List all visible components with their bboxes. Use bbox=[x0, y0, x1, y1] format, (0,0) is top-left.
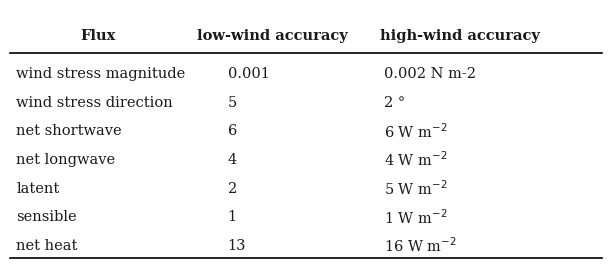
Text: 5 W m$^{-2}$: 5 W m$^{-2}$ bbox=[384, 179, 448, 198]
Text: 2 °: 2 ° bbox=[384, 96, 406, 110]
Text: 6: 6 bbox=[228, 124, 237, 138]
Text: sensible: sensible bbox=[17, 210, 77, 224]
Text: Flux: Flux bbox=[80, 29, 116, 43]
Text: high-wind accuracy: high-wind accuracy bbox=[380, 29, 540, 43]
Text: net shortwave: net shortwave bbox=[17, 124, 122, 138]
Text: 13: 13 bbox=[228, 239, 246, 253]
Text: 4 W m$^{-2}$: 4 W m$^{-2}$ bbox=[384, 151, 448, 170]
Text: 16 W m$^{-2}$: 16 W m$^{-2}$ bbox=[384, 236, 457, 255]
Text: wind stress direction: wind stress direction bbox=[17, 96, 173, 110]
Text: net longwave: net longwave bbox=[17, 153, 116, 167]
Text: 0.002 N m-2: 0.002 N m-2 bbox=[384, 67, 477, 81]
Text: latent: latent bbox=[17, 182, 59, 196]
Text: 4: 4 bbox=[228, 153, 237, 167]
Text: 1 W m$^{-2}$: 1 W m$^{-2}$ bbox=[384, 208, 448, 227]
Text: 6 W m$^{-2}$: 6 W m$^{-2}$ bbox=[384, 122, 448, 141]
Text: 0.001: 0.001 bbox=[228, 67, 269, 81]
Text: 2: 2 bbox=[228, 182, 237, 196]
Text: net heat: net heat bbox=[17, 239, 78, 253]
Text: 5: 5 bbox=[228, 96, 237, 110]
Text: low-wind accuracy: low-wind accuracy bbox=[198, 29, 348, 43]
Text: wind stress magnitude: wind stress magnitude bbox=[17, 67, 185, 81]
Text: 1: 1 bbox=[228, 210, 237, 224]
